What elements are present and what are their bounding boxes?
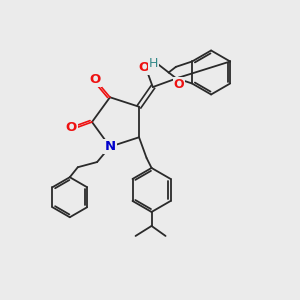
Text: O: O (139, 61, 150, 74)
Text: O: O (90, 73, 101, 86)
Text: N: N (104, 140, 116, 153)
Text: H: H (148, 56, 158, 70)
Text: O: O (65, 121, 77, 134)
Text: O: O (173, 78, 184, 91)
